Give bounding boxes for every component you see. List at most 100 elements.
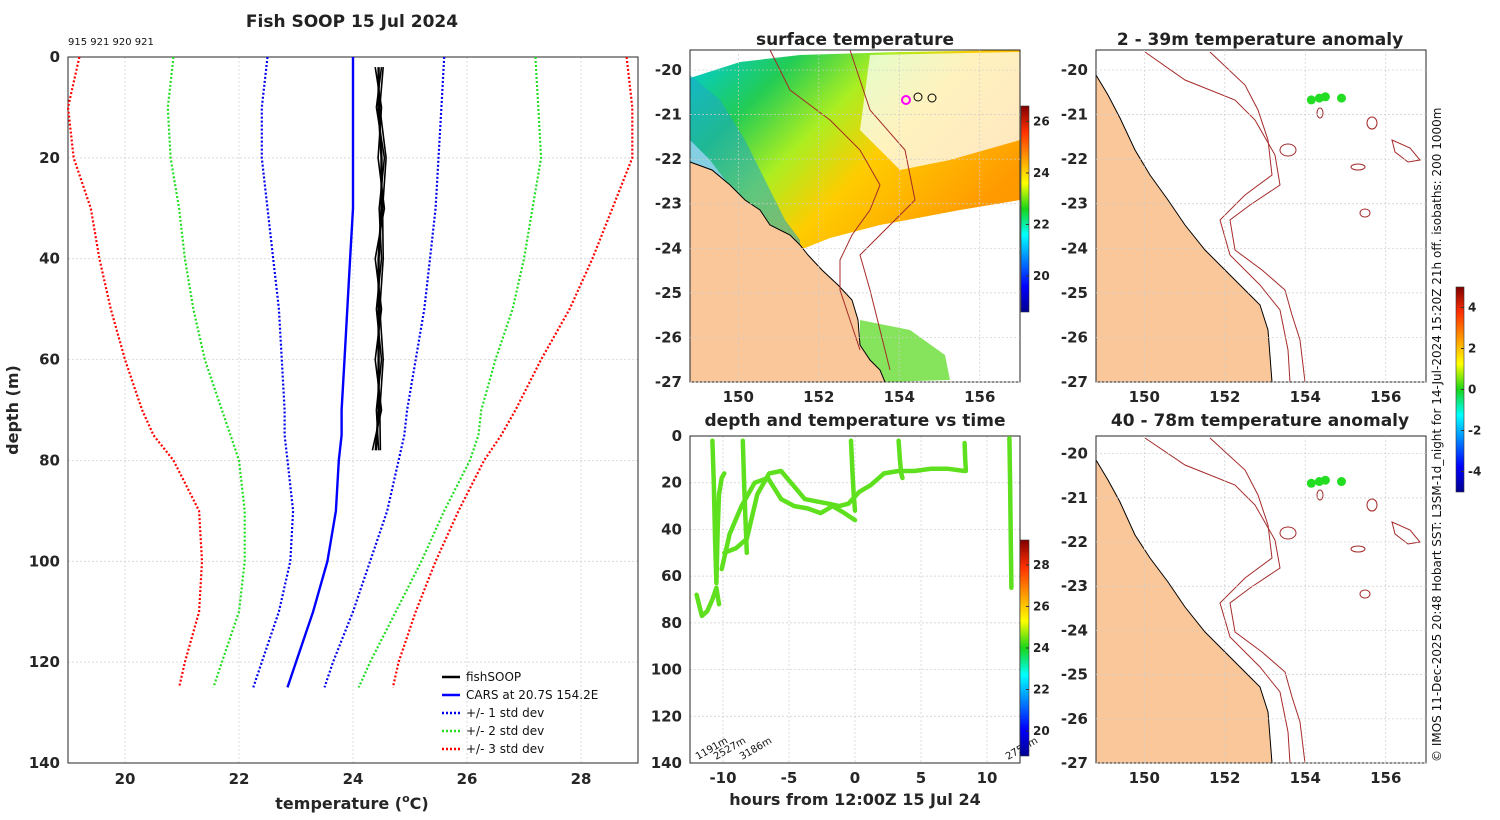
profile-ytick-label: 80 xyxy=(39,451,60,469)
map-lat-label: -24 xyxy=(655,239,682,257)
colorbar-label: -2 xyxy=(1468,424,1481,438)
timeseries-ytick-label: 40 xyxy=(661,520,682,538)
profile-y-ticks: 0 20 40 60 80 100 120 140 xyxy=(29,48,60,772)
timeseries-ytick-label: 120 xyxy=(651,707,682,725)
timeseries-colorbar-ticks: 28 26 24 22 20 xyxy=(1026,558,1050,738)
surface-fish-marker-2 xyxy=(927,93,937,103)
map-lon-label: 150 xyxy=(723,388,754,406)
colorbar-label: 22 xyxy=(1033,683,1050,697)
map-lat-label: -23 xyxy=(1061,195,1088,213)
profile-line xyxy=(286,57,355,688)
map-lat-label: -27 xyxy=(655,373,682,391)
timeseries-track xyxy=(848,438,858,513)
map-lat-label: -21 xyxy=(1061,489,1088,507)
anomaly-deep-isobath-200 xyxy=(1209,437,1291,764)
legend-cars: CARS at 20.7S 154.2E xyxy=(466,688,598,702)
surface-cars-marker xyxy=(901,95,911,105)
map-lat-label: -27 xyxy=(1061,754,1088,772)
profile-xtick-label: 22 xyxy=(229,770,250,788)
reef-contour-6 xyxy=(1391,139,1421,163)
reef-contour-7 xyxy=(1279,526,1297,540)
map-lat-label: -25 xyxy=(1061,666,1088,684)
profile-series xyxy=(66,56,634,688)
timeseries-xtick-label: 5 xyxy=(916,769,926,787)
reef-contour-9 xyxy=(1366,498,1378,512)
profile-line xyxy=(323,56,446,688)
fishsoop-cast-line xyxy=(371,66,386,451)
profile-legend: fishSOOP CARS at 20.7S 154.2E +/- 1 std … xyxy=(442,670,598,756)
map-lat-label: -20 xyxy=(1061,61,1088,79)
surface-map-title: surface temperature xyxy=(756,30,954,50)
profile-ytick-label: 0 xyxy=(50,48,60,66)
reef-contour-12 xyxy=(1391,521,1421,545)
anomaly-shallow-isobath-200 xyxy=(1209,51,1291,383)
colorbar-label: 28 xyxy=(1033,558,1050,572)
profile-xtick-label: 24 xyxy=(343,770,364,788)
profile-ytick-label: 140 xyxy=(29,754,60,772)
timeseries-tracks xyxy=(694,436,1014,619)
colorbar-label: -4 xyxy=(1468,465,1481,479)
reef-contour-4 xyxy=(1359,208,1371,218)
map-lon-label: 156 xyxy=(1370,388,1401,406)
colorbar-label: 22 xyxy=(1033,217,1050,231)
map-lat-label: -22 xyxy=(1061,150,1088,168)
timeseries-track xyxy=(896,438,905,481)
anomaly-colorbar-ticks: 4 2 0 -2 -4 xyxy=(1461,301,1481,479)
anomaly-point xyxy=(1320,475,1330,485)
timeseries-xtick-label: 10 xyxy=(977,769,998,787)
legend-fishsoop: fishSOOP xyxy=(466,670,521,684)
anomaly-shallow-points xyxy=(1306,92,1346,105)
map-lon-label: 156 xyxy=(964,388,995,406)
map-lat-label: -22 xyxy=(1061,533,1088,551)
reef-contour-2 xyxy=(1350,163,1366,171)
timeseries-ytick-label: 60 xyxy=(661,567,682,585)
legend-std1: +/- 1 std dev xyxy=(466,706,544,720)
sst-south-patch xyxy=(860,320,950,382)
profile-ytick-label: 100 xyxy=(29,552,60,570)
map-lat-label: -23 xyxy=(1061,577,1088,595)
map-lat-label: -24 xyxy=(1061,239,1088,257)
timeseries-track xyxy=(719,475,858,572)
profile-xtick-label: 28 xyxy=(571,770,592,788)
colorbar-label: 20 xyxy=(1033,269,1050,283)
reef-contour-1 xyxy=(1279,143,1297,157)
timeseries-xlabel: hours from 12:00Z 15 Jul 24 xyxy=(729,790,980,809)
map-lat-label: -23 xyxy=(655,195,682,213)
map-lon-label: 150 xyxy=(1129,388,1160,406)
timeseries-x-ticks: -10 -5 0 5 10 xyxy=(709,769,997,787)
profile-panel: Fish SOOP 15 Jul 2024 915 921 920 921 20… xyxy=(3,12,639,813)
surface-lat-ticks: -20 -21 -22 -23 -24 -25 -26 -27 xyxy=(655,61,1020,391)
anomaly-shallow-title: 2 - 39m temperature anomaly xyxy=(1117,30,1403,50)
fishsoop-cast-line xyxy=(378,67,387,451)
anomaly-point xyxy=(1320,92,1330,102)
credit-text: © IMOS 11-Dec-2025 20:48 Hobart SST: L3S… xyxy=(1430,108,1444,763)
colorbar-label: 0 xyxy=(1468,383,1476,397)
profile-ylabel: depth (m) xyxy=(3,365,22,455)
reef-contour-10 xyxy=(1359,589,1371,599)
map-lat-label: -20 xyxy=(1061,445,1088,463)
map-lat-label: -21 xyxy=(655,106,682,124)
timeseries-track xyxy=(740,438,750,556)
map-lat-label: -24 xyxy=(1061,621,1088,639)
legend-std3: +/- 3 std dev xyxy=(466,742,544,756)
anomaly-shallow-lat-ticks: -20 -21 -22 -23 -24 -25 -26 -27 xyxy=(1061,61,1426,391)
map-lon-label: 154 xyxy=(884,388,915,406)
colorbar-label: 20 xyxy=(1033,724,1050,738)
map-lon-label: 156 xyxy=(1370,769,1401,787)
map-lon-label: 154 xyxy=(1290,388,1321,406)
colorbar-label: 26 xyxy=(1033,114,1050,128)
timeseries-xtick-label: -10 xyxy=(709,769,736,787)
fishsoop-cast-line xyxy=(375,66,386,451)
colorbar-label: 24 xyxy=(1033,166,1050,180)
colorbar-label: 4 xyxy=(1468,301,1476,315)
timeseries-panel: depth and temperature vs time -10 -5 0 5 10 … xyxy=(651,411,1050,809)
timeseries-ytick-label: 0 xyxy=(672,427,682,445)
anomaly-point xyxy=(1336,93,1346,103)
colorbar-label: 26 xyxy=(1033,599,1050,613)
profile-line xyxy=(166,56,246,688)
map-lat-label: -20 xyxy=(655,61,682,79)
timeseries-ytick-label: 140 xyxy=(651,754,682,772)
anomaly-map-shallow: 2 - 39m temperature anomaly -20 -21 -22 -23… xyxy=(1061,30,1427,406)
map-lat-label: -26 xyxy=(1061,328,1088,346)
